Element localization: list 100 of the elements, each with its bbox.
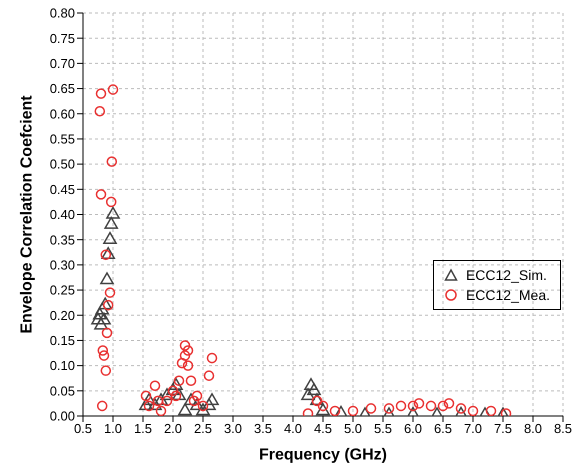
point: [486, 406, 496, 416]
point: [426, 400, 436, 412]
point: [330, 406, 340, 416]
point: [98, 297, 112, 310]
point: [180, 340, 190, 351]
x-tick-label: 1.0: [104, 421, 122, 436]
point: [142, 393, 156, 406]
point: [310, 393, 324, 406]
point: [148, 398, 162, 410]
x-tick-label: 8.0: [524, 421, 542, 436]
y-tick-label: 0.55: [50, 132, 75, 147]
x-tick-label: 7.0: [464, 421, 482, 436]
x-tick-label: 2.5: [194, 421, 212, 436]
point: [408, 400, 418, 412]
y-tick-label: 0.70: [50, 56, 75, 71]
point: [140, 390, 152, 402]
point: [102, 328, 112, 338]
point: [302, 408, 314, 416]
point: [160, 388, 174, 400]
point: [366, 403, 376, 414]
x-tick-label: 3.0: [224, 421, 242, 436]
point: [500, 408, 512, 416]
point: [307, 383, 321, 396]
x-tick-label: 6.5: [434, 421, 452, 436]
y-tick-label: 0.80: [50, 6, 75, 21]
x-tick-label: 6.0: [404, 421, 422, 436]
point: [94, 318, 108, 330]
point: [414, 398, 424, 409]
point: [104, 287, 116, 298]
point: [156, 406, 166, 416]
x-tick-label: 3.5: [254, 421, 272, 436]
point: [384, 403, 394, 414]
x-tick-label: 5.0: [344, 421, 362, 436]
y-tick-label: 0.20: [50, 308, 75, 323]
x-tick-label: 2.0: [164, 421, 182, 436]
x-tick-label: 5.5: [374, 421, 392, 436]
point: [192, 390, 202, 402]
point: [456, 403, 466, 414]
point: [316, 403, 330, 416]
point: [162, 396, 172, 406]
y-tick-label: 0.15: [50, 333, 75, 348]
point: [182, 360, 194, 371]
y-tick-label: 0.40: [50, 207, 75, 222]
y-tick-label: 0.35: [50, 232, 75, 248]
y-tick-label: 0.30: [50, 257, 75, 272]
point: [103, 232, 117, 244]
legend-label: ECC12_Sim.: [466, 266, 547, 285]
legend-label: ECC12_Mea.: [466, 286, 550, 305]
point: [150, 380, 160, 392]
point: [178, 403, 192, 416]
point: [186, 375, 196, 386]
y-tick-label: 0.45: [50, 182, 75, 197]
point: [180, 350, 190, 361]
y-tick-label: 0.00: [50, 408, 75, 424]
point: [202, 398, 216, 410]
point: [106, 206, 120, 219]
point: [94, 106, 106, 116]
point: [176, 358, 188, 368]
point: [169, 378, 183, 390]
point: [206, 352, 218, 364]
point: [98, 350, 110, 361]
point: [104, 216, 118, 229]
x-axis-title: Frequency (GHz): [258, 446, 388, 464]
point: [396, 400, 406, 412]
point: [468, 406, 478, 416]
point: [154, 393, 168, 406]
point: [304, 378, 318, 390]
point: [182, 345, 194, 356]
point: [196, 403, 210, 416]
point: [139, 398, 153, 410]
y-tick-label: 0.75: [50, 30, 75, 46]
point: [108, 84, 118, 95]
point: [184, 393, 198, 406]
point: [96, 400, 108, 412]
point: [101, 247, 116, 260]
y-tick-label: 0.65: [50, 81, 75, 96]
point: [438, 400, 448, 412]
point: [301, 388, 315, 400]
point: [106, 156, 118, 167]
point: [96, 189, 106, 200]
y-tick-label: 0.10: [50, 358, 75, 374]
y-tick-label: 0.05: [50, 383, 75, 398]
x-tick-label: 7.5: [494, 421, 512, 436]
point: [100, 365, 112, 376]
point: [174, 375, 184, 386]
point: [444, 398, 454, 409]
point: [348, 406, 358, 416]
y-tick-label: 0.50: [50, 156, 75, 172]
point: [172, 388, 186, 400]
x-tick-label: 0.5: [74, 421, 92, 436]
y-tick-label: 0.60: [50, 106, 75, 122]
point: [204, 370, 214, 381]
point: [190, 398, 204, 410]
x-tick-label: 4.0: [284, 421, 302, 436]
point: [98, 345, 108, 356]
point: [96, 88, 106, 99]
y-tick-label: 0.25: [50, 282, 75, 298]
x-tick-label: 8.5: [554, 421, 572, 436]
point: [106, 196, 116, 208]
point: [100, 272, 114, 284]
